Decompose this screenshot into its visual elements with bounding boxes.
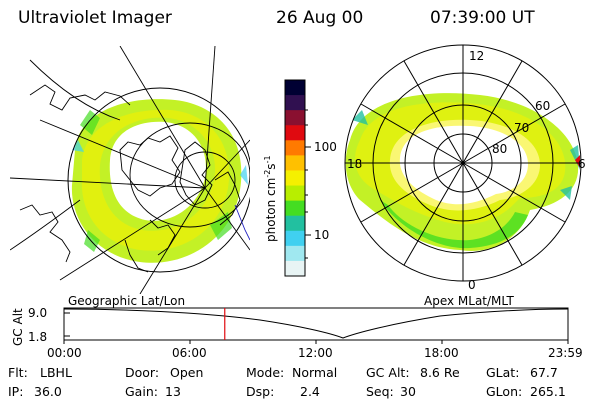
mlat-label-60: 60	[535, 99, 550, 113]
info-value-flt: LBHL	[40, 365, 72, 380]
colorbar-band	[285, 185, 305, 202]
info-label-gain: Gain:	[125, 384, 158, 399]
info-value-mode: Normal	[292, 365, 338, 380]
timeline-xtick-1200: 12:00	[298, 346, 333, 360]
colorbar-band	[285, 170, 305, 187]
info-label-glon: GLon:	[486, 384, 523, 399]
lat-lon-grid	[10, 46, 250, 294]
colorbar-ticks	[305, 109, 311, 259]
info-value-gain: 13	[165, 384, 181, 399]
colorbar-band	[285, 200, 305, 217]
info-value-glat: 67.7	[530, 365, 558, 380]
info-value-glon: 265.1	[530, 384, 566, 399]
colorbar-band	[285, 260, 305, 277]
colorbar-band	[285, 110, 305, 126]
mlat-label-70: 70	[514, 121, 529, 135]
auroral-oval-geo	[71, 99, 248, 263]
info-label-glat: GLat:	[486, 365, 520, 380]
timeline-axis-title: GC Alt	[11, 308, 25, 346]
mlt-label-6: 6	[578, 157, 586, 171]
timeline-xtick-0600: 06:00	[172, 346, 207, 360]
timeline-xtick-2359: 23:59	[548, 346, 583, 360]
info-value-gcalt: 8.6 Re	[420, 365, 460, 380]
colorbar-tick-100: 100	[314, 140, 337, 154]
mlt-label-0: 0	[468, 278, 476, 292]
colorbar-band	[285, 215, 305, 232]
info-value-door: Open	[170, 365, 204, 380]
info-label-mode: Mode:	[246, 365, 285, 380]
info-value-dsp: 2.4	[300, 384, 320, 399]
time-label: 07:39:00 UT	[430, 8, 535, 28]
mlt-label-18: 18	[347, 157, 362, 171]
info-label-ip: IP:	[8, 384, 24, 399]
info-label-door: Door:	[125, 365, 160, 380]
timeline-xtick-0000: 00:00	[47, 346, 82, 360]
info-label-flt: Flt:	[8, 365, 28, 380]
timeline-ytick-low: 1.8	[28, 330, 47, 344]
colorbar-band	[285, 155, 305, 171]
mlat-label-80: 80	[492, 142, 507, 156]
colorbar-band	[285, 80, 305, 96]
info-value-ip: 36.0	[34, 384, 62, 399]
colorbar-band	[285, 140, 305, 156]
geographic-caption: Geographic Lat/Lon	[68, 294, 186, 308]
info-value-seq: 30	[400, 384, 416, 399]
info-label-dsp: Dsp:	[246, 384, 275, 399]
colorbar-band	[285, 95, 305, 111]
colorbar-band	[285, 230, 305, 247]
timeline-ticks	[63, 340, 569, 344]
colorbar-band	[285, 245, 305, 262]
colorbar-band	[285, 125, 305, 141]
colorbar-tick-10: 10	[314, 228, 329, 242]
altitude-curve	[63, 308, 569, 339]
instrument-title: Ultraviolet Imager	[18, 8, 172, 28]
info-label-seq: Seq:	[366, 384, 394, 399]
polar-grid	[344, 44, 582, 282]
timeline-ytick-high: 9.0	[28, 306, 47, 320]
colorbar-unit-label: photon cm-2s-1	[263, 155, 278, 242]
apex-caption: Apex MLat/MLT	[424, 294, 514, 308]
timeline-xtick-1800: 18:00	[424, 346, 459, 360]
coastlines	[19, 84, 250, 273]
info-label-gcalt: GC Alt:	[366, 365, 410, 380]
date-label: 26 Aug 00	[276, 8, 364, 28]
mlt-label-12: 12	[469, 49, 484, 63]
